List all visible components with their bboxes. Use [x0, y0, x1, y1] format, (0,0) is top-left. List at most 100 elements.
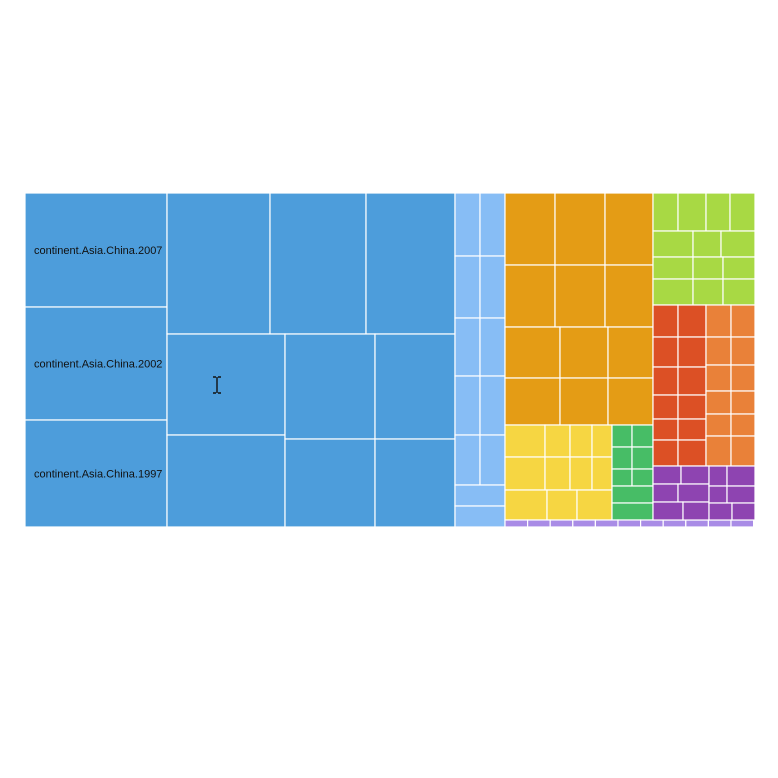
treemap-rect[interactable] — [677, 336, 707, 368]
treemap-cell[interactable] — [652, 304, 679, 338]
treemap-rect[interactable] — [374, 333, 456, 440]
treemap-rect[interactable] — [546, 489, 578, 521]
treemap-cell[interactable] — [554, 264, 606, 328]
treemap-rect[interactable] — [677, 418, 707, 441]
treemap-rect[interactable] — [569, 424, 593, 458]
treemap-rect[interactable] — [726, 465, 756, 487]
treemap-rect[interactable] — [554, 264, 606, 328]
treemap-cell[interactable] — [374, 438, 456, 528]
treemap-cell[interactable] — [559, 326, 609, 379]
treemap-rect[interactable] — [594, 519, 619, 528]
treemap-cell[interactable] — [549, 519, 574, 528]
treemap-rect[interactable] — [454, 484, 506, 507]
treemap-cell[interactable] — [454, 484, 506, 507]
treemap-rect[interactable] — [504, 326, 561, 379]
treemap-cell[interactable] — [652, 465, 682, 485]
treemap-cell[interactable] — [708, 465, 728, 487]
treemap-rect[interactable] — [652, 465, 682, 485]
treemap-rect[interactable] — [576, 489, 613, 521]
treemap-rect[interactable] — [652, 304, 679, 338]
treemap-cell[interactable] — [554, 192, 606, 266]
treemap-cell[interactable] — [617, 519, 642, 528]
treemap-cell[interactable] — [594, 519, 619, 528]
treemap-cell[interactable] — [611, 502, 654, 521]
treemap-cell[interactable] — [604, 264, 654, 328]
treemap-rect[interactable] — [730, 390, 756, 415]
treemap-cell[interactable] — [454, 255, 481, 319]
treemap-cell[interactable] — [652, 278, 694, 306]
treemap-cell[interactable]: continent.Asia.China.2002 — [24, 306, 168, 421]
treemap-rect[interactable] — [652, 439, 679, 467]
treemap-cell[interactable] — [705, 413, 732, 437]
treemap-cell[interactable] — [284, 438, 376, 528]
treemap-rect[interactable] — [607, 326, 654, 379]
treemap-cell[interactable] — [652, 230, 694, 258]
treemap-rect[interactable] — [730, 413, 756, 437]
treemap-rect[interactable] — [504, 424, 546, 458]
treemap-cell[interactable] — [680, 465, 710, 485]
treemap-cell[interactable] — [504, 424, 546, 458]
treemap-cell[interactable] — [611, 468, 633, 487]
treemap-rect[interactable] — [652, 483, 679, 503]
treemap-rect[interactable] — [731, 502, 756, 521]
treemap-cell[interactable] — [720, 230, 756, 258]
treemap-rect[interactable] — [729, 192, 756, 232]
treemap-rect[interactable] — [680, 465, 710, 485]
treemap-cell[interactable] — [705, 390, 732, 415]
treemap-cell[interactable] — [730, 304, 756, 338]
treemap-rect[interactable] — [611, 424, 633, 448]
treemap-cell[interactable] — [631, 446, 654, 470]
treemap-cell[interactable] — [479, 192, 506, 257]
treemap-rect[interactable] — [692, 230, 722, 258]
treemap-cell[interactable] — [454, 505, 506, 528]
treemap-cell[interactable] — [677, 192, 707, 232]
treemap-cell[interactable]: continent.Asia.China.1997 — [24, 419, 168, 528]
treemap-cell[interactable] — [705, 336, 732, 366]
treemap-cell[interactable] — [682, 501, 710, 521]
treemap-rect[interactable] — [705, 336, 732, 366]
treemap-cell[interactable] — [652, 192, 679, 232]
treemap-cell[interactable] — [576, 489, 613, 521]
treemap-rect[interactable] — [554, 192, 606, 266]
treemap-rect[interactable] — [682, 501, 710, 521]
treemap-cell[interactable] — [611, 424, 633, 448]
treemap-rect[interactable] — [677, 366, 707, 396]
treemap-rect[interactable] — [607, 377, 654, 426]
treemap-cell[interactable] — [652, 501, 684, 521]
treemap-rect[interactable] — [504, 456, 546, 491]
treemap-rect[interactable] — [166, 192, 271, 335]
treemap-cell[interactable] — [607, 377, 654, 426]
treemap-cell[interactable] — [677, 439, 707, 467]
treemap-cell[interactable] — [526, 519, 551, 528]
treemap-cell[interactable] — [705, 435, 732, 467]
treemap-rect[interactable] — [631, 446, 654, 470]
treemap-rect[interactable] — [284, 438, 376, 528]
treemap-cell[interactable] — [707, 519, 732, 528]
treemap-cell[interactable] — [504, 456, 546, 491]
treemap-cell[interactable] — [639, 519, 664, 528]
treemap-rect[interactable] — [652, 230, 694, 258]
treemap-cell[interactable] — [569, 456, 593, 491]
treemap-cell[interactable] — [544, 424, 571, 458]
treemap-rect[interactable] — [631, 424, 654, 448]
treemap-cell[interactable] — [504, 326, 561, 379]
treemap-cell[interactable] — [730, 519, 755, 528]
treemap-cell[interactable] — [374, 333, 456, 440]
treemap-cell[interactable] — [708, 502, 733, 521]
treemap-rect[interactable] — [722, 256, 756, 280]
treemap-rect[interactable] — [692, 256, 724, 280]
treemap-rect[interactable] — [504, 489, 548, 521]
treemap-cell[interactable] — [685, 519, 709, 528]
treemap-rect[interactable] — [730, 519, 755, 528]
treemap-rect[interactable] — [454, 434, 481, 486]
treemap-rect[interactable] — [454, 192, 481, 257]
treemap-rect[interactable] — [544, 456, 571, 491]
treemap-rect[interactable] — [730, 304, 756, 338]
treemap-rect[interactable] — [685, 519, 709, 528]
treemap-cell[interactable] — [730, 435, 756, 467]
treemap-rect[interactable] — [269, 192, 367, 335]
treemap-rect[interactable] — [604, 192, 654, 266]
treemap-cell[interactable] — [677, 304, 707, 338]
treemap-cell[interactable] — [730, 336, 756, 366]
treemap-rect[interactable] — [726, 485, 756, 504]
